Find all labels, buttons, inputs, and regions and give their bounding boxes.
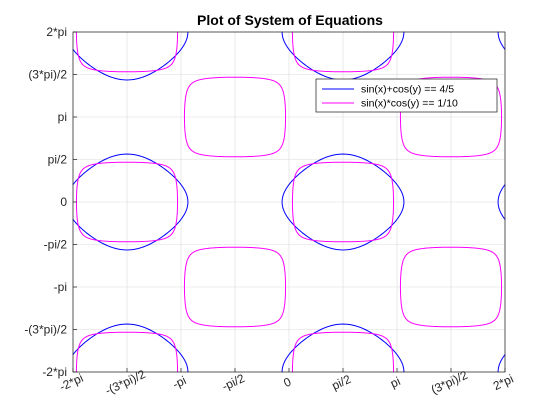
y-tick-label: 0 bbox=[60, 195, 67, 209]
x-tick-labels: -2*pi -(3*pi)/2 -pi -pi/2 0 pi/2 pi (3*pi)/2 2*p… bbox=[57, 367, 515, 398]
x-tick-marks bbox=[72, 31, 506, 373]
x-tick-label: pi bbox=[388, 374, 402, 391]
legend-label-series-1: sin(x)+cos(y) == 4/5 bbox=[361, 84, 454, 96]
y-tick-label: -(3*pi)/2 bbox=[24, 323, 67, 337]
y-tick-label: 2*pi bbox=[46, 25, 67, 39]
legend: sin(x)+cos(y) == 4/5 sin(x)*cos(y) == 1/… bbox=[315, 78, 498, 113]
y-tick-label: pi/2 bbox=[48, 153, 68, 167]
x-tick-label: -pi/2 bbox=[220, 371, 247, 394]
x-tick-label: 0 bbox=[281, 374, 293, 390]
curve-series-1 bbox=[72, 31, 506, 373]
x-tick-label: 2*pi bbox=[491, 372, 516, 393]
y-tick-label: (3*pi)/2 bbox=[28, 68, 67, 82]
legend-label-series-2: sin(x)*cos(y) == 1/10 bbox=[361, 98, 458, 110]
legend-box bbox=[315, 78, 498, 113]
y-tick-label: pi bbox=[58, 110, 67, 124]
x-tick-label: -pi bbox=[170, 373, 188, 391]
y-tick-label: -2*pi bbox=[42, 365, 67, 379]
x-tick-label: -(3*pi)/2 bbox=[103, 367, 148, 398]
y-tick-labels: -2*pi -(3*pi)/2 -pi -pi/2 0 pi/2 pi (3*pi)/2 2*p… bbox=[24, 25, 67, 379]
y-tick-label: -pi bbox=[54, 280, 67, 294]
chart-title: Plot of System of Equations bbox=[197, 12, 383, 28]
x-tick-label: pi/2 bbox=[330, 372, 354, 393]
y-tick-label: -pi/2 bbox=[44, 238, 68, 252]
